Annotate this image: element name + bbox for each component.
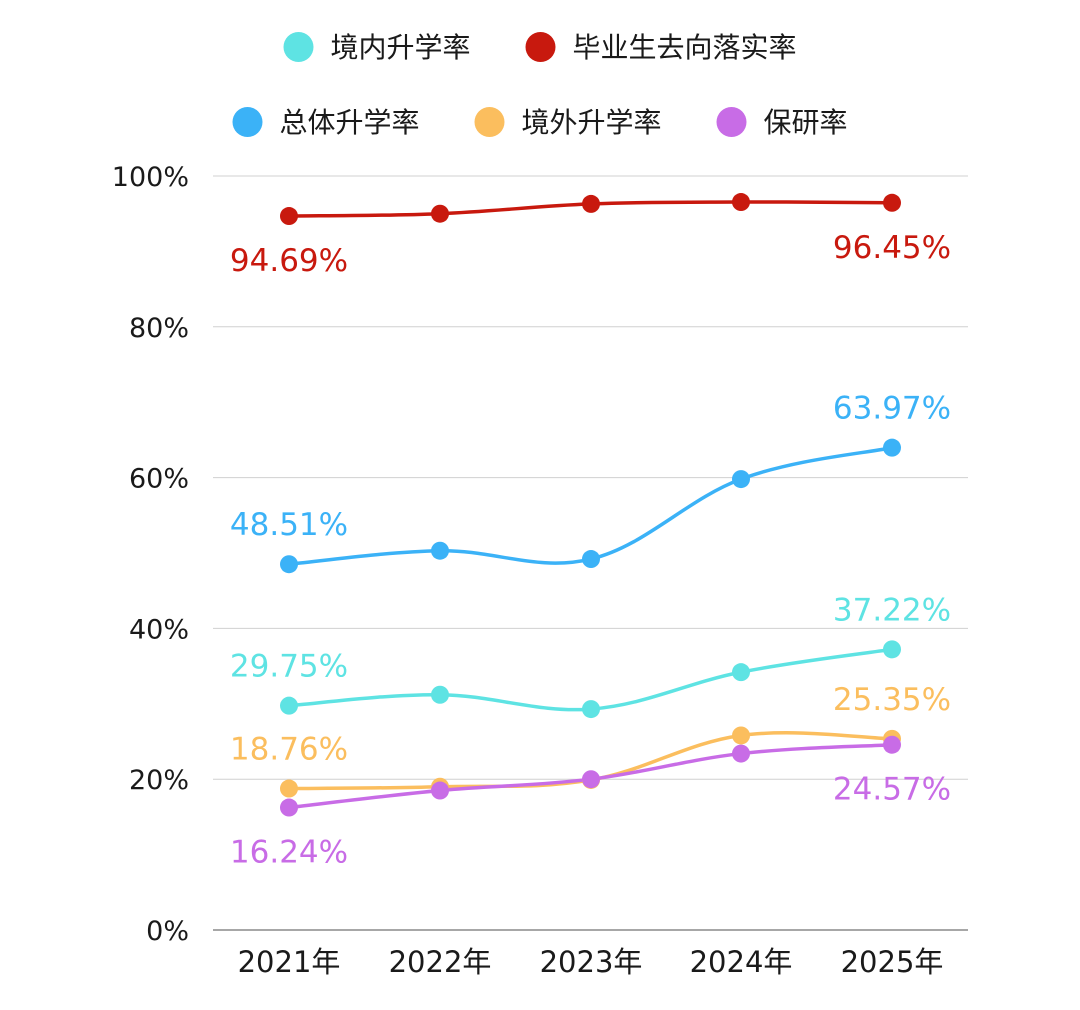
legend-marker [232,107,263,137]
x-tick-label: 2025年 [841,945,944,979]
data-point [280,207,298,226]
data-point [431,204,449,223]
y-tick-label: 20% [129,765,189,796]
data-point [280,798,298,817]
data-point [732,193,750,212]
data-point [431,685,449,704]
x-tick-label: 2022年 [389,945,492,979]
data-point [883,193,901,212]
data-label: 24.57% [833,772,951,808]
data-label: 48.51% [230,507,348,543]
data-point [431,541,449,560]
x-tick-label: 2024年 [690,945,793,979]
series-line [287,445,894,566]
data-label: 25.35% [833,682,951,718]
y-tick-label: 80% [129,313,189,344]
legend-marker [525,32,556,62]
data-point [732,663,750,682]
data-label: 16.24% [230,835,348,871]
legend-marker [283,32,314,62]
data-label: 18.76% [230,732,348,768]
data-point [582,550,600,569]
data-point [582,770,600,789]
data-label: 37.22% [833,592,951,628]
y-tick-label: 60% [129,464,189,495]
legend-label: 毕业生去向落实率 [573,31,797,64]
legend-label: 境内升学率 [331,31,471,64]
data-point [732,470,750,489]
legend-item: 保研率 [716,106,848,139]
legend-item: 境内升学率 [283,31,471,64]
legend-item: 境外升学率 [474,106,662,139]
data-point [883,640,901,659]
data-point [883,735,901,754]
gridlines [213,175,968,931]
series-points [280,193,901,817]
y-axis: 0% 20% 40% 60% 80% 100% [112,162,189,947]
data-point [280,555,298,574]
data-point [883,438,901,457]
data-label: 94.69% [230,243,348,279]
legend-item: 总体升学率 [232,106,420,139]
legend-label: 总体升学率 [280,106,420,139]
data-point [732,726,750,745]
data-point [280,696,298,715]
y-tick-label: 40% [129,614,189,645]
data-point [280,779,298,798]
data-labels: 94.69% 96.45% 48.51% 63.97% 29.75% 37.22% 18.7… [230,230,951,871]
data-point [732,744,750,763]
x-tick-label: 2023年 [540,945,643,979]
y-tick-label: 100% [112,162,189,193]
legend-marker [716,107,747,137]
data-label: 63.97% [833,391,951,427]
legend-label: 境外升学率 [522,106,662,139]
x-tick-label: 2021年 [238,945,341,979]
data-point [582,194,600,213]
data-point [582,700,600,719]
data-point [431,781,449,800]
data-label: 96.45% [833,230,951,266]
legend-marker [474,107,505,137]
x-axis: 2021年 2022年 2023年 2024年 2025年 [238,945,944,979]
data-label: 29.75% [230,649,348,685]
legend-item: 毕业生去向落实率 [525,31,797,64]
legend-label: 保研率 [764,106,848,139]
y-tick-label: 0% [146,916,189,947]
